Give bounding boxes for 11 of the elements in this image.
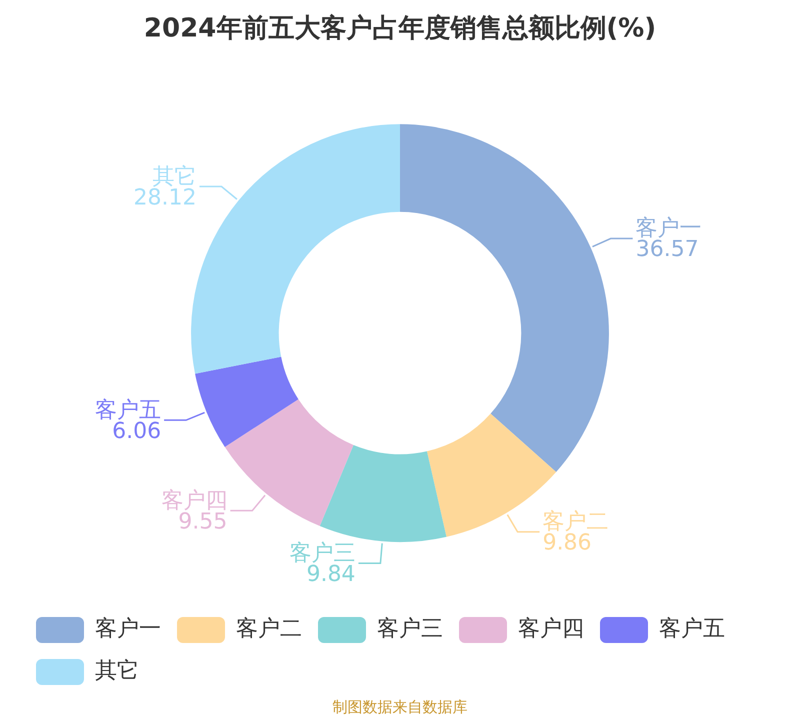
slice-label: 其它 bbox=[152, 164, 196, 190]
legend-label: 客户二 bbox=[236, 616, 302, 642]
legend-label: 客户四 bbox=[518, 616, 584, 642]
legend-label: 其它 bbox=[95, 658, 139, 684]
legend-label: 客户三 bbox=[377, 616, 443, 642]
legend-label: 客户一 bbox=[95, 616, 161, 642]
chart-title: 2024年前五大客户占年度销售总额比例(%) bbox=[144, 13, 656, 44]
data-label: 9.86 bbox=[542, 530, 592, 556]
legend-label: 客户五 bbox=[659, 616, 725, 642]
data-label: 36.57 bbox=[636, 237, 699, 262]
text: 制图数据来自数据库 bbox=[332, 698, 468, 717]
